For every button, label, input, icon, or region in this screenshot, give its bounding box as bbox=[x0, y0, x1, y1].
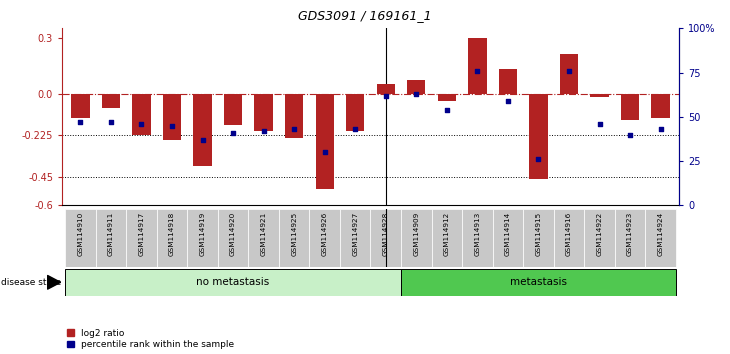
Bar bbox=[65, 209, 96, 267]
Bar bbox=[584, 209, 615, 267]
Bar bbox=[285, 93, 303, 138]
Bar bbox=[346, 93, 364, 131]
Bar bbox=[645, 209, 676, 267]
Bar bbox=[96, 209, 126, 267]
Bar bbox=[101, 93, 120, 108]
Point bbox=[258, 128, 269, 134]
Bar bbox=[315, 93, 334, 189]
Bar bbox=[431, 209, 462, 267]
Text: GSM114922: GSM114922 bbox=[596, 212, 602, 256]
Text: GSM114920: GSM114920 bbox=[230, 212, 236, 256]
Point bbox=[136, 121, 147, 127]
Polygon shape bbox=[47, 275, 61, 289]
Text: GSM114926: GSM114926 bbox=[322, 212, 328, 256]
Point bbox=[441, 107, 453, 113]
Point bbox=[472, 68, 483, 74]
Bar bbox=[615, 209, 645, 267]
Bar bbox=[188, 209, 218, 267]
Text: GSM114919: GSM114919 bbox=[199, 212, 206, 256]
Text: GSM114923: GSM114923 bbox=[627, 212, 633, 256]
Point bbox=[655, 126, 666, 132]
Text: GSM114921: GSM114921 bbox=[261, 212, 266, 256]
Bar bbox=[224, 93, 242, 125]
Text: GSM114910: GSM114910 bbox=[77, 212, 83, 256]
Bar bbox=[462, 209, 493, 267]
Bar bbox=[529, 93, 548, 179]
Bar bbox=[310, 209, 340, 267]
Text: no metastasis: no metastasis bbox=[196, 277, 269, 287]
Point bbox=[502, 98, 514, 104]
Bar bbox=[377, 84, 395, 93]
Point bbox=[350, 126, 361, 132]
Text: disease state: disease state bbox=[1, 278, 62, 287]
Point bbox=[410, 91, 422, 97]
Bar bbox=[407, 80, 426, 93]
Bar bbox=[157, 209, 188, 267]
Text: GSM114916: GSM114916 bbox=[566, 212, 572, 256]
Bar bbox=[499, 69, 517, 93]
Bar bbox=[132, 93, 150, 135]
Text: GSM114909: GSM114909 bbox=[413, 212, 419, 256]
Bar bbox=[65, 269, 401, 296]
Bar bbox=[493, 209, 523, 267]
Point bbox=[227, 130, 239, 136]
Point bbox=[166, 123, 178, 129]
Text: GSM114911: GSM114911 bbox=[108, 212, 114, 256]
Bar bbox=[193, 93, 212, 166]
Bar bbox=[218, 209, 248, 267]
Point bbox=[624, 132, 636, 137]
Bar bbox=[279, 209, 310, 267]
Point bbox=[105, 119, 117, 125]
Bar bbox=[553, 209, 584, 267]
Point bbox=[563, 68, 575, 74]
Point bbox=[593, 121, 605, 127]
Text: GSM114918: GSM114918 bbox=[169, 212, 175, 256]
Bar bbox=[163, 93, 181, 140]
Text: GSM114917: GSM114917 bbox=[139, 212, 145, 256]
Bar bbox=[468, 38, 486, 93]
Text: metastasis: metastasis bbox=[510, 277, 567, 287]
Point bbox=[533, 156, 545, 162]
Point bbox=[319, 149, 331, 155]
Point bbox=[380, 93, 391, 98]
Text: GSM114924: GSM114924 bbox=[658, 212, 664, 256]
Bar bbox=[248, 209, 279, 267]
Text: GSM114928: GSM114928 bbox=[383, 212, 389, 256]
Bar bbox=[523, 209, 553, 267]
Text: GSM114914: GSM114914 bbox=[505, 212, 511, 256]
Bar bbox=[340, 209, 370, 267]
Bar bbox=[126, 209, 157, 267]
Text: GSM114913: GSM114913 bbox=[474, 212, 480, 256]
Text: GSM114925: GSM114925 bbox=[291, 212, 297, 256]
Bar bbox=[651, 93, 669, 118]
Bar bbox=[560, 55, 578, 93]
Bar bbox=[255, 93, 273, 131]
Text: GDS3091 / 169161_1: GDS3091 / 169161_1 bbox=[298, 9, 432, 22]
Bar bbox=[401, 269, 676, 296]
Point bbox=[196, 137, 208, 143]
Bar bbox=[621, 93, 639, 120]
Legend: log2 ratio, percentile rank within the sample: log2 ratio, percentile rank within the s… bbox=[66, 329, 234, 349]
Text: GSM114927: GSM114927 bbox=[352, 212, 358, 256]
Bar bbox=[438, 93, 456, 101]
Text: GSM114915: GSM114915 bbox=[535, 212, 542, 256]
Bar bbox=[591, 93, 609, 97]
Bar bbox=[401, 209, 431, 267]
Bar bbox=[371, 209, 401, 267]
Point bbox=[288, 126, 300, 132]
Point bbox=[74, 119, 86, 125]
Bar bbox=[72, 93, 90, 118]
Text: GSM114912: GSM114912 bbox=[444, 212, 450, 256]
